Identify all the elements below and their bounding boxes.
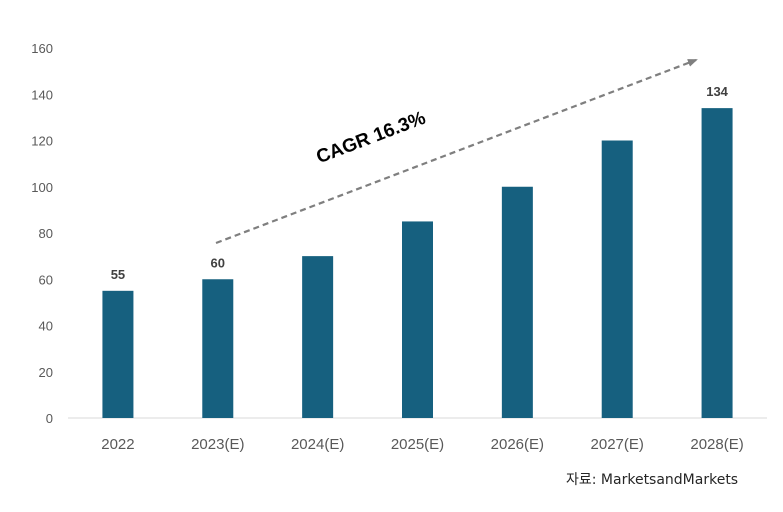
bar-2022 <box>102 290 134 418</box>
x-axis: 2022 2023(E) 2024(E) 2025(E) 2026(E) 2027(E) 2… <box>101 436 744 453</box>
x-tick-label: 2027(E) <box>591 436 644 453</box>
cagr-annotation: CAGR 16.3% <box>314 108 429 169</box>
y-axis: 0 20 40 60 80 100 120 140 160 <box>31 41 53 426</box>
y-tick-label: 140 <box>31 87 53 102</box>
y-tick-label: 80 <box>39 226 53 241</box>
bars <box>102 108 733 418</box>
x-tick-label: 2025(E) <box>391 436 444 453</box>
data-labels: 55 60 134 <box>111 84 729 282</box>
y-tick-label: 40 <box>39 319 53 334</box>
bar-2025(E) <box>402 221 433 418</box>
source-note: 자료: MarketsandMarkets <box>566 472 739 488</box>
x-tick-label: 2028(E) <box>690 436 743 453</box>
bar-2026(E) <box>501 186 533 418</box>
x-tick-label: 2023(E) <box>191 436 244 453</box>
data-label-2023(E): 60 <box>211 255 225 270</box>
y-tick-label: 120 <box>31 134 53 149</box>
y-tick-label: 60 <box>39 272 53 287</box>
y-tick-label: 0 <box>46 411 53 426</box>
x-tick-label: 2026(E) <box>491 436 544 453</box>
x-tick-label: 2022 <box>101 436 134 453</box>
data-label-2022: 55 <box>111 267 125 282</box>
bar-2023(E) <box>202 279 234 418</box>
x-tick-label: 2024(E) <box>291 436 344 453</box>
bar-2024(E) <box>302 256 334 418</box>
y-tick-label: 160 <box>31 41 53 56</box>
cagr-arrow <box>215 58 698 245</box>
bar-2028(E) <box>701 108 733 418</box>
y-tick-label: 20 <box>39 365 53 380</box>
bar-2027(E) <box>601 140 633 418</box>
data-label-2028(E): 134 <box>706 84 728 99</box>
y-tick-label: 100 <box>31 180 53 195</box>
